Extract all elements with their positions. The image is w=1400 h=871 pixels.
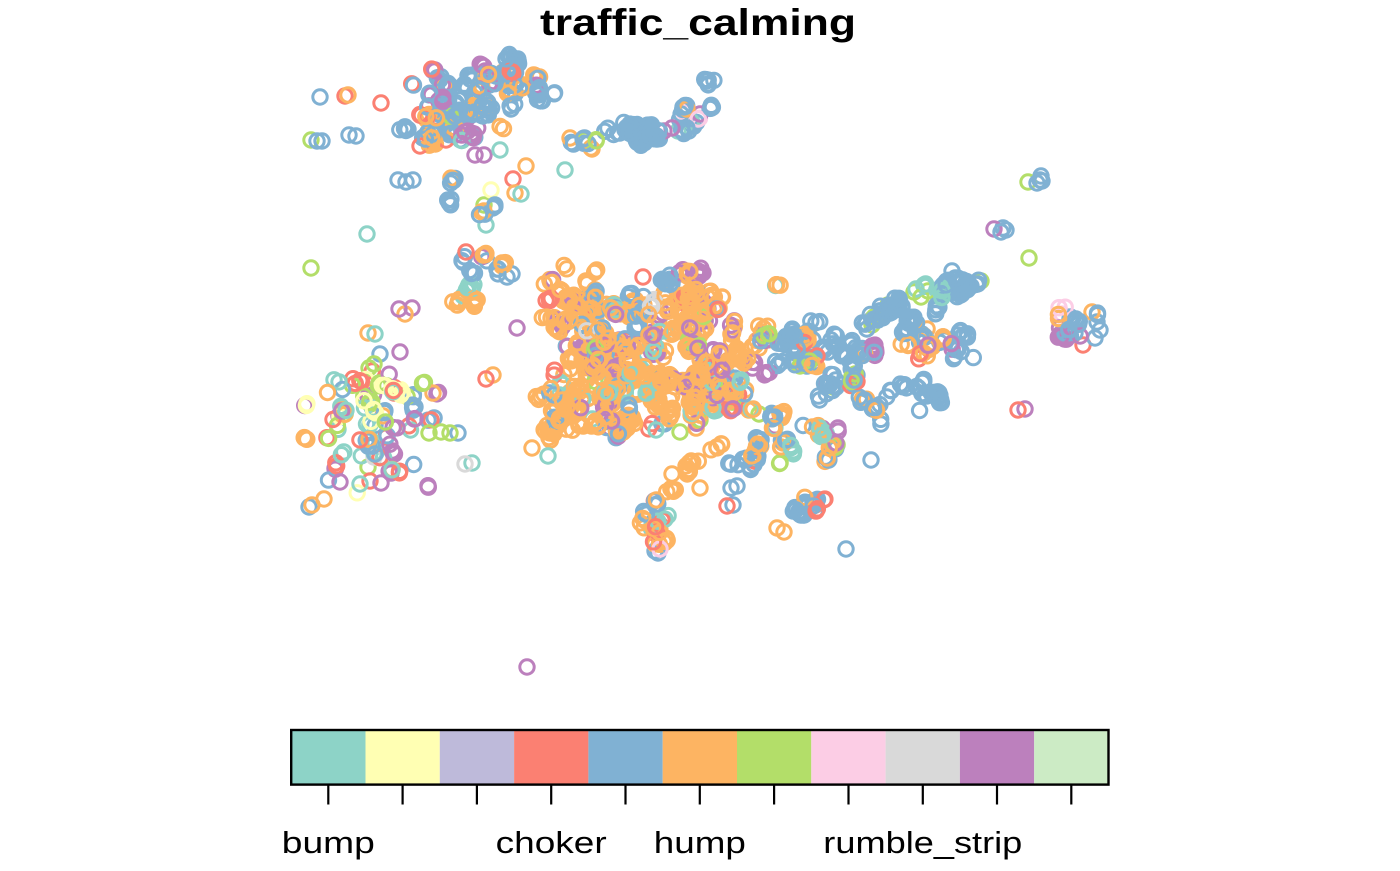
svg-text:bump: bump [282,825,375,860]
svg-text:rumble_strip: rumble_strip [823,825,1022,860]
svg-text:traffic_calming: traffic_calming [540,2,856,43]
svg-text:choker: choker [496,825,607,860]
svg-text:hump: hump [654,825,746,860]
